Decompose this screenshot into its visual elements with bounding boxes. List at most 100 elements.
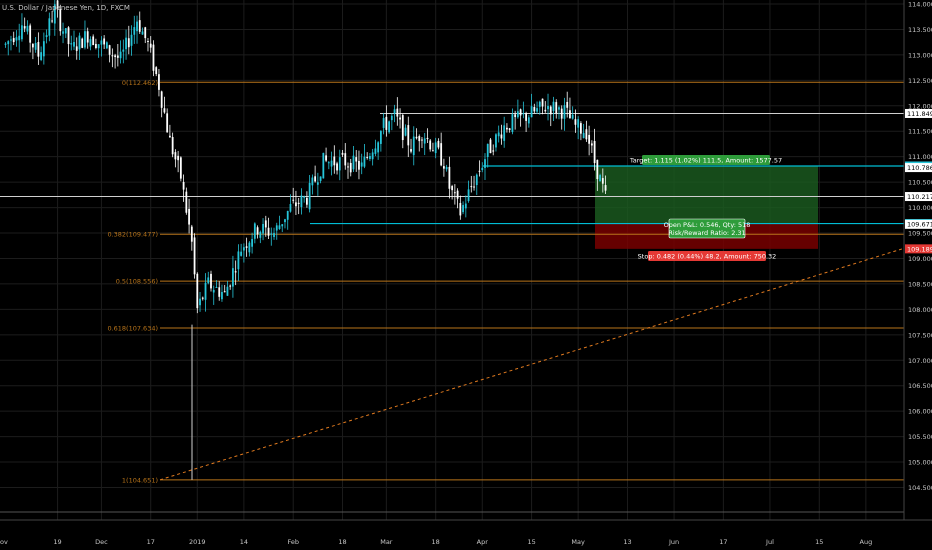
price-tick-label: 106.000: [908, 408, 932, 416]
candle-body: [212, 289, 215, 293]
candle-body: [327, 162, 330, 164]
candle-body: [522, 113, 525, 115]
price-axis[interactable]: 114.000 113.500 113.000 112.500 112.000 111.5…: [903, 0, 932, 520]
candle-body: [393, 109, 396, 114]
price-tick-label: 108.000: [908, 306, 932, 314]
price-tick-label: 113.500: [908, 26, 932, 34]
price-tick-label: 109.000: [908, 255, 932, 263]
candle-body: [349, 162, 352, 173]
time-tick-label: Feb: [287, 538, 299, 546]
candle-body: [97, 44, 100, 49]
candle-body: [555, 102, 558, 114]
price-tick-label: 104.500: [908, 484, 932, 492]
candle-body: [158, 74, 160, 90]
candle-body: [516, 111, 519, 118]
candle-body: [530, 106, 533, 118]
candle-body: [152, 44, 155, 71]
candle-body: [248, 242, 251, 253]
fib-level-label: 0.382(109.477): [107, 231, 158, 239]
candle-body: [84, 31, 86, 48]
candle-body: [70, 43, 73, 45]
candle-body: [95, 43, 97, 49]
candle-body: [552, 101, 555, 111]
fib-labels: 0(112.462) 0.382(109.477) 0.5(108.556) 0.61…: [107, 79, 158, 485]
candle-body: [338, 157, 341, 171]
candle-body: [144, 27, 147, 39]
price-label-tag: [905, 244, 932, 254]
time-tick-label: 14: [240, 538, 248, 546]
candle-body: [40, 52, 43, 60]
candle-body: [464, 203, 467, 209]
price-tick-label: 109.500: [908, 230, 932, 238]
candle-body: [481, 167, 484, 171]
candle-body: [492, 150, 495, 152]
fib-level-label: 0.5(108.556): [116, 278, 158, 286]
candle-body: [138, 20, 141, 32]
candle-body: [588, 134, 591, 144]
candle-body: [599, 175, 601, 182]
candle-body: [245, 246, 248, 248]
price-label-tag: [905, 108, 932, 118]
candle-body: [111, 55, 114, 57]
time-axis[interactable]: ov 19 Dec 17 2019 14 Feb 18 Mar 18 Apr 15 May 13 Jun 17…: [0, 519, 932, 546]
candle-body: [360, 162, 363, 167]
candle-body: [89, 39, 92, 47]
time-tick-label: Jul: [765, 538, 774, 546]
candle-body: [149, 43, 152, 48]
candle-body: [473, 186, 475, 188]
candle-body: [415, 136, 418, 139]
candle-body: [218, 287, 221, 297]
candle-body: [34, 42, 37, 50]
candle-body: [234, 271, 237, 273]
candle-body: [319, 176, 322, 181]
candle-body: [462, 205, 464, 213]
candle-body: [593, 140, 596, 164]
candle-body: [253, 223, 256, 239]
price-tick-label: 107.500: [908, 331, 932, 339]
time-tick-label: Aug: [860, 538, 873, 546]
time-tick-label: 15: [815, 538, 823, 546]
time-tick-label: 17: [719, 538, 727, 546]
position-tool[interactable]: [595, 165, 818, 249]
candle-body: [67, 27, 70, 45]
price-tick-label: 111.000: [908, 153, 932, 161]
candle-body: [78, 35, 81, 50]
candle-body: [382, 118, 385, 128]
candle-body: [503, 125, 506, 141]
candle-body: [29, 25, 32, 43]
pnl-label-line1: Open P&L: 0.546, Qty: 518: [664, 221, 751, 229]
candle-body: [51, 20, 53, 22]
candle-body: [399, 117, 401, 120]
candle-body: [500, 134, 503, 139]
candle-body: [604, 185, 607, 191]
candle-body: [237, 251, 240, 270]
candle-body: [259, 231, 262, 238]
candle-body: [18, 35, 21, 41]
candle-body: [536, 108, 538, 112]
target-label-bg: [642, 155, 770, 165]
candle-body: [549, 106, 552, 115]
candle-body: [352, 155, 355, 170]
candle-body: [412, 136, 415, 156]
candle-body: [333, 156, 336, 166]
candle-body: [4, 43, 7, 45]
price-tick-label: 110.000: [908, 204, 932, 212]
chart-title: U.S. Dollar / Japanese Yen, 1D, FXCM: [2, 4, 130, 12]
candle-body: [486, 143, 489, 157]
candle-body: [453, 192, 456, 194]
candle-body: [448, 166, 451, 189]
candle-body: [26, 25, 29, 32]
candle-body: [347, 166, 349, 168]
candle-body: [369, 156, 371, 160]
candle-body: [538, 101, 541, 107]
candle-body: [363, 156, 366, 167]
candle-body: [440, 143, 443, 166]
candle-body: [42, 41, 45, 57]
candle-body: [62, 31, 64, 34]
candle-body: [527, 117, 530, 124]
position-labels: Target: 1.115 (1.02%) 111.5, Amount: 157…: [629, 155, 782, 261]
candle-body: [155, 67, 158, 75]
time-tick-label: 2019: [189, 538, 206, 546]
candle-body: [53, 4, 56, 24]
